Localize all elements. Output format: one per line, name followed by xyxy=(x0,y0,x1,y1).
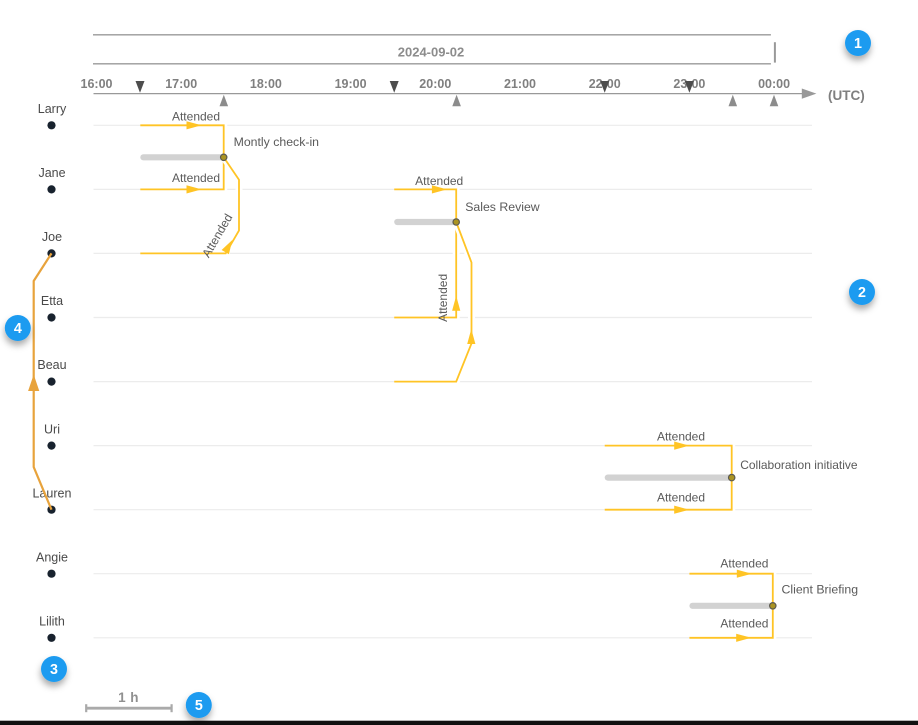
svg-text:Attended: Attended xyxy=(172,109,220,123)
svg-text:Attended: Attended xyxy=(720,617,768,631)
svg-text:Larry: Larry xyxy=(38,102,67,116)
svg-text:2024-09-02: 2024-09-02 xyxy=(398,45,465,60)
svg-text:(UTC): (UTC) xyxy=(828,88,865,103)
svg-text:3: 3 xyxy=(50,662,58,678)
svg-text:19:00: 19:00 xyxy=(335,77,367,91)
svg-text:Attended: Attended xyxy=(657,430,705,444)
svg-text:18:00: 18:00 xyxy=(250,77,282,91)
svg-text:Collaboration initiative: Collaboration initiative xyxy=(740,458,858,472)
svg-text:Montly check-in: Montly check-in xyxy=(234,135,320,149)
svg-text:Client Briefing: Client Briefing xyxy=(782,583,859,597)
svg-text:Angie: Angie xyxy=(36,550,68,564)
svg-text:Attended: Attended xyxy=(657,490,705,504)
svg-text:Jane: Jane xyxy=(38,166,65,180)
svg-text:Beau: Beau xyxy=(37,358,66,372)
svg-text:Attended: Attended xyxy=(720,557,768,571)
svg-text:Lilith: Lilith xyxy=(39,615,65,629)
svg-text:4: 4 xyxy=(14,321,22,337)
svg-text:1 h: 1 h xyxy=(118,690,139,705)
svg-text:Lauren: Lauren xyxy=(33,486,72,500)
svg-text:17:00: 17:00 xyxy=(165,77,197,91)
svg-text:Attended: Attended xyxy=(415,174,463,188)
svg-text:Joe: Joe xyxy=(42,230,62,244)
svg-text:Etta: Etta xyxy=(41,294,63,308)
svg-text:Attended: Attended xyxy=(436,274,450,322)
svg-text:Attended: Attended xyxy=(172,171,220,185)
svg-text:00:00: 00:00 xyxy=(758,77,790,91)
svg-text:2: 2 xyxy=(858,285,866,301)
svg-text:Uri: Uri xyxy=(44,422,60,436)
svg-text:5: 5 xyxy=(195,698,203,714)
svg-text:1: 1 xyxy=(854,36,862,52)
svg-text:Sales Review: Sales Review xyxy=(465,200,540,214)
svg-text:21:00: 21:00 xyxy=(504,77,536,91)
svg-text:20:00: 20:00 xyxy=(419,77,451,91)
svg-text:16:00: 16:00 xyxy=(81,77,113,91)
